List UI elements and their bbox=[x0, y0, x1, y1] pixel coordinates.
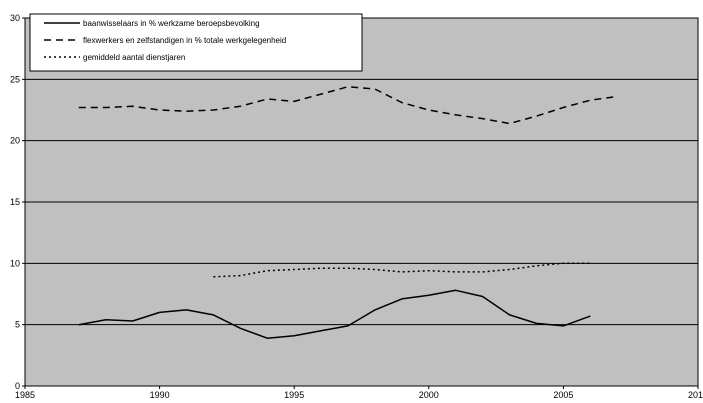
y-tick-label: 15 bbox=[10, 197, 20, 207]
legend: baanwisselaars in % werkzame beroepsbevo… bbox=[29, 13, 363, 72]
y-tick-label: 10 bbox=[10, 258, 20, 268]
legend-box bbox=[29, 13, 363, 72]
x-tick-label: 2000 bbox=[419, 390, 439, 400]
series-line-2 bbox=[78, 85, 618, 125]
series-line-3 bbox=[213, 262, 591, 278]
x-tick-label: 1990 bbox=[150, 390, 170, 400]
x-tick-label: 2005 bbox=[553, 390, 573, 400]
y-tick-label: 30 bbox=[10, 13, 20, 23]
series-line-1 bbox=[78, 289, 591, 339]
x-tick-label: 1995 bbox=[284, 390, 304, 400]
y-tick-label: 0 bbox=[15, 381, 20, 391]
axes: 0 5 10 15 20 25 30 1985 1990 1995 2000 2005 2010 bbox=[10, 13, 703, 400]
x-tick-label: 1985 bbox=[15, 390, 35, 400]
legend-label-3: gemiddeld aantal dienstjaren bbox=[83, 53, 185, 62]
series-lines bbox=[78, 85, 618, 339]
y-tick-label: 20 bbox=[10, 136, 20, 146]
y-tick-label: 25 bbox=[10, 74, 20, 84]
legend-label-1: baanwisselaars in % werkzame beroepsbevo… bbox=[83, 19, 260, 28]
x-tick-label: 2010 bbox=[688, 390, 703, 400]
legend-label-2: flexwerkers en zelfstandigen in % totale… bbox=[83, 36, 286, 45]
y-tick-label: 5 bbox=[15, 320, 20, 330]
